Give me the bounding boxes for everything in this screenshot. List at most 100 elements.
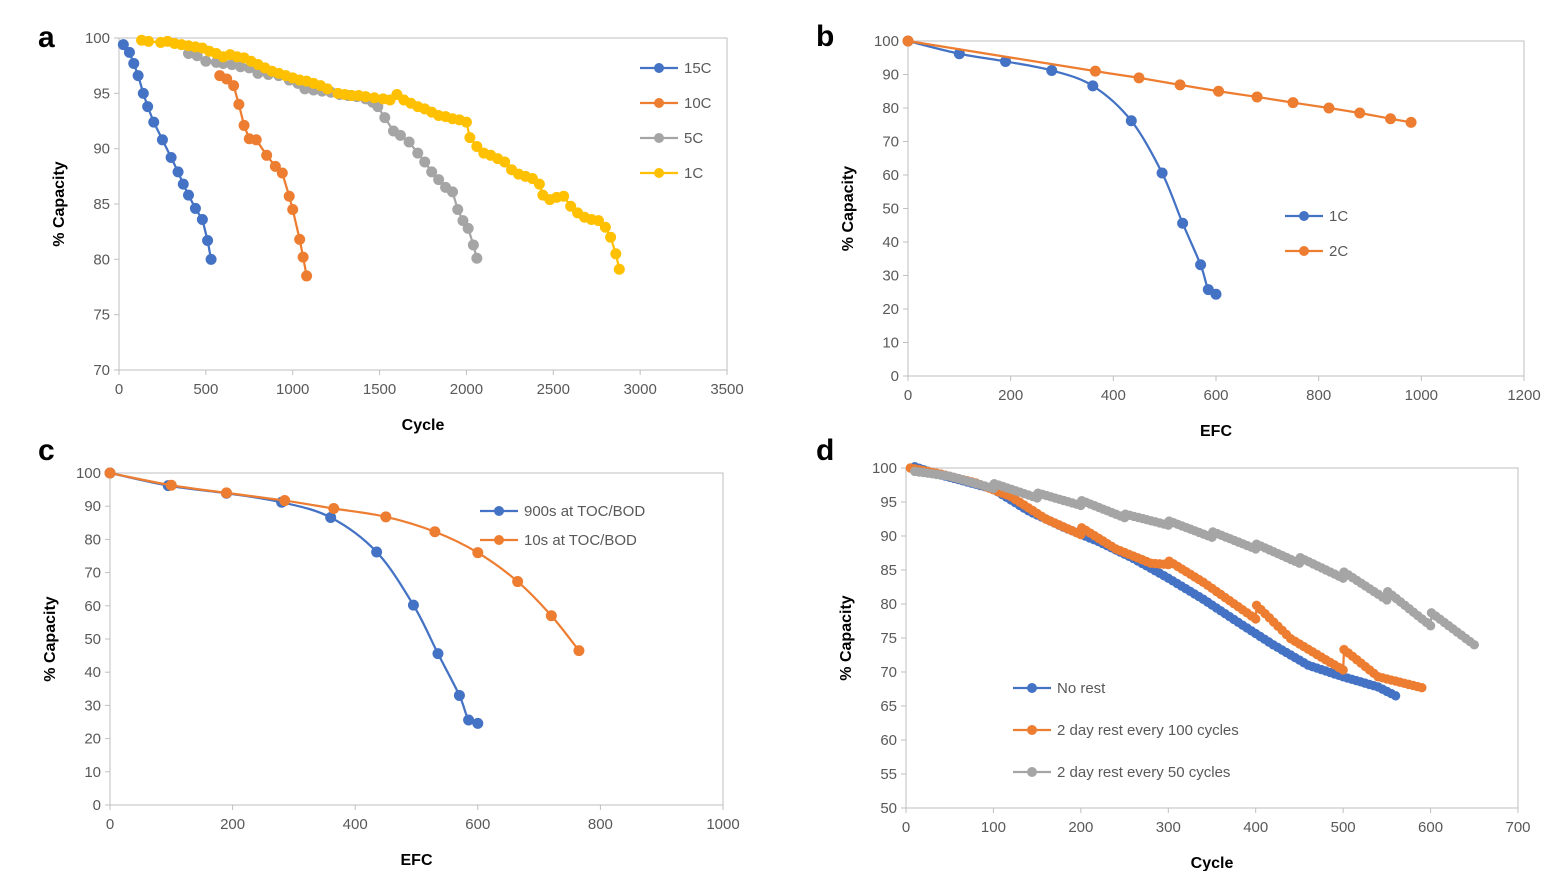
data-point bbox=[328, 503, 340, 515]
legend: No rest 2 day rest every 100 cycles 2 day … bbox=[1013, 680, 1239, 781]
legend-label: 1C bbox=[684, 165, 703, 182]
series-2-day-rest-every-50-cycles bbox=[910, 466, 1479, 650]
data-point bbox=[558, 190, 570, 202]
data-point bbox=[605, 231, 617, 243]
data-point bbox=[1089, 65, 1101, 77]
panel-d: 0 100 200 300 400 500 600 700 50 55 60 65 70 75 80 85 90… bbox=[816, 434, 1531, 871]
panel-a: 0 500 1000 1500 2000 2500 3000 3500 70 75 80 85 90 95… bbox=[38, 21, 744, 434]
data-point bbox=[1390, 691, 1401, 701]
x-tick-label: 2000 bbox=[450, 381, 483, 398]
data-point bbox=[142, 101, 154, 113]
data-point bbox=[182, 189, 194, 201]
y-tick-label: 30 bbox=[882, 268, 899, 285]
y-tick-label: 85 bbox=[880, 562, 897, 579]
y-tick-label: 90 bbox=[93, 141, 110, 158]
data-point bbox=[1338, 665, 1348, 675]
data-point bbox=[250, 134, 262, 146]
data-point bbox=[132, 70, 144, 82]
data-point bbox=[269, 160, 281, 172]
data-point bbox=[412, 147, 424, 159]
data-point bbox=[379, 112, 391, 124]
legend-marker bbox=[1027, 683, 1037, 693]
data-point bbox=[177, 178, 189, 190]
data-point bbox=[533, 178, 545, 190]
data-point bbox=[1405, 116, 1417, 128]
legend-label: 2C bbox=[1329, 243, 1348, 260]
y-tick-label: 40 bbox=[84, 664, 101, 681]
y-tick-label: 0 bbox=[93, 797, 101, 814]
legend-label: 15C bbox=[684, 60, 712, 77]
data-point bbox=[1125, 115, 1137, 127]
series-line bbox=[219, 74, 308, 277]
data-point bbox=[1156, 167, 1168, 179]
data-point bbox=[196, 213, 208, 225]
data-point bbox=[1195, 259, 1207, 271]
series-line bbox=[907, 39, 1217, 296]
data-point bbox=[1385, 113, 1397, 125]
legend-marker bbox=[654, 133, 664, 143]
data-point bbox=[172, 166, 184, 178]
x-tick-label: 3000 bbox=[623, 381, 656, 398]
y-tick-label: 60 bbox=[84, 598, 101, 615]
y-tick-label: 30 bbox=[84, 697, 101, 714]
x-tick-label: 200 bbox=[220, 816, 245, 833]
y-tick-label: 55 bbox=[880, 766, 897, 783]
legend: 1C 2C bbox=[1285, 208, 1348, 260]
y-tick-label: 70 bbox=[84, 565, 101, 582]
x-tick-label: 600 bbox=[465, 816, 490, 833]
y-tick-label: 80 bbox=[880, 596, 897, 613]
data-point bbox=[137, 87, 149, 99]
series-1c bbox=[902, 35, 1222, 300]
panel-b: 0 200 400 600 800 1000 1200 0 10 20 30 40 50 60 70 80 90… bbox=[816, 20, 1541, 440]
x-axis-title: EFC bbox=[1200, 423, 1232, 440]
data-point bbox=[471, 252, 483, 264]
data-point bbox=[294, 233, 306, 245]
legend-item: 15C bbox=[640, 60, 712, 77]
data-point bbox=[1087, 80, 1099, 92]
data-point bbox=[545, 610, 557, 622]
legend-marker bbox=[654, 98, 664, 108]
series-900s-at-toc-bod bbox=[104, 467, 484, 729]
data-point bbox=[460, 116, 472, 128]
panel-label: a bbox=[38, 21, 55, 54]
series-1c bbox=[136, 34, 625, 275]
x-tick-label: 2500 bbox=[537, 381, 570, 398]
data-point bbox=[1354, 107, 1366, 119]
legend-item: 10s at TOC/BOD bbox=[480, 532, 637, 549]
data-point bbox=[610, 248, 622, 260]
data-point bbox=[1133, 72, 1145, 84]
data-point bbox=[573, 645, 585, 657]
y-tick-label: 95 bbox=[93, 85, 110, 102]
legend-marker bbox=[1299, 211, 1309, 221]
data-point bbox=[220, 487, 232, 499]
data-point bbox=[1425, 621, 1436, 631]
data-point bbox=[238, 119, 250, 131]
legend-item: 2 day rest every 100 cycles bbox=[1013, 722, 1239, 739]
data-point bbox=[512, 576, 524, 588]
series-line bbox=[141, 39, 621, 270]
legend-label: 2 day rest every 100 cycles bbox=[1057, 722, 1239, 739]
legend-label: 10s at TOC/BOD bbox=[524, 532, 637, 549]
data-point bbox=[276, 167, 288, 179]
y-tick-label: 80 bbox=[84, 531, 101, 548]
y-tick-label: 100 bbox=[76, 465, 101, 482]
data-point bbox=[1469, 640, 1479, 650]
data-point bbox=[902, 35, 914, 47]
y-axis-title: % Capacity bbox=[838, 595, 855, 680]
data-point bbox=[233, 98, 245, 110]
plot-frame bbox=[109, 472, 724, 806]
x-tick-label: 200 bbox=[998, 387, 1023, 404]
data-point bbox=[599, 221, 611, 233]
y-tick-label: 75 bbox=[880, 630, 897, 647]
data-point bbox=[200, 55, 212, 67]
legend-item: 5C bbox=[640, 130, 703, 147]
data-point bbox=[472, 547, 484, 559]
x-tick-label: 1000 bbox=[706, 816, 739, 833]
data-point bbox=[1287, 97, 1299, 109]
x-tick-label: 600 bbox=[1203, 387, 1228, 404]
plot-frame bbox=[905, 467, 1519, 809]
legend-item: 900s at TOC/BOD bbox=[480, 503, 645, 520]
data-point bbox=[321, 83, 333, 95]
data-point bbox=[1251, 91, 1263, 103]
x-tick-label: 800 bbox=[1306, 387, 1331, 404]
